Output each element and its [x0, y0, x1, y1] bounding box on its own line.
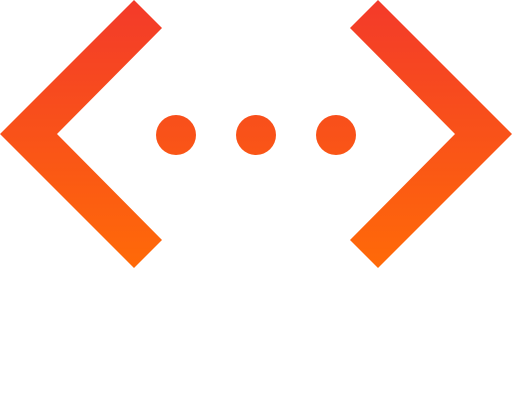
ellipsis-dots-icon	[156, 115, 356, 155]
dot-icon	[236, 115, 276, 155]
dot-icon	[156, 115, 196, 155]
dot-icon	[316, 115, 356, 155]
right-angle-bracket-icon	[350, 0, 512, 268]
left-angle-bracket-icon	[0, 0, 162, 268]
